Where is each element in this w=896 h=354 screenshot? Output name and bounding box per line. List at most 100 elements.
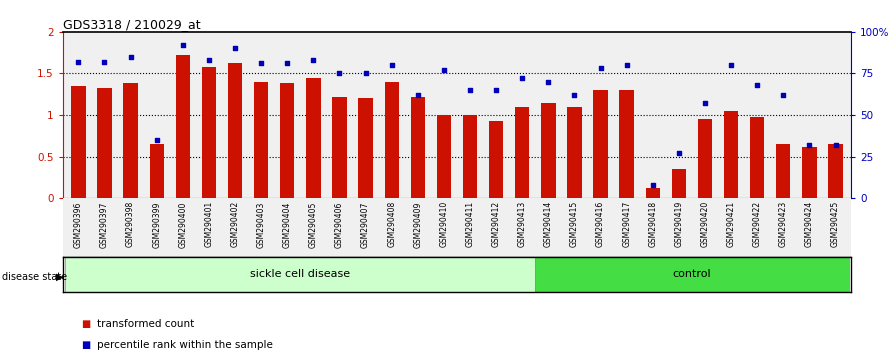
Bar — [724, 111, 738, 198]
Text: GSM290404: GSM290404 — [283, 201, 292, 247]
Point — [672, 150, 686, 156]
Text: GSM290423: GSM290423 — [779, 201, 788, 247]
Bar — [619, 90, 633, 198]
Text: sickle cell disease: sickle cell disease — [250, 269, 350, 279]
Text: control: control — [673, 269, 711, 279]
Bar — [228, 63, 242, 198]
Bar — [306, 78, 321, 198]
Text: GSM290409: GSM290409 — [413, 201, 422, 247]
Point — [829, 142, 843, 148]
Text: ■: ■ — [81, 319, 90, 329]
Bar — [436, 115, 451, 198]
Text: disease state: disease state — [2, 272, 67, 282]
Bar — [829, 144, 843, 198]
Point — [150, 137, 164, 143]
Bar — [124, 84, 138, 198]
Bar — [535, 257, 849, 292]
Bar — [776, 144, 790, 198]
Point — [71, 59, 85, 65]
Text: GSM290415: GSM290415 — [570, 201, 579, 247]
Text: GSM290416: GSM290416 — [596, 201, 605, 247]
Point — [98, 59, 112, 65]
Text: GSM290400: GSM290400 — [178, 201, 187, 247]
Text: percentile rank within the sample: percentile rank within the sample — [97, 340, 272, 350]
Bar — [150, 144, 164, 198]
Text: GSM290419: GSM290419 — [675, 201, 684, 247]
Text: GSM290421: GSM290421 — [727, 201, 736, 247]
Bar — [750, 117, 764, 198]
Bar — [280, 84, 295, 198]
Bar — [410, 97, 425, 198]
Text: GSM290399: GSM290399 — [152, 201, 161, 247]
Text: GSM290412: GSM290412 — [492, 201, 501, 247]
Point — [124, 54, 138, 59]
Bar — [489, 121, 504, 198]
Text: GSM290396: GSM290396 — [73, 201, 83, 247]
Text: GSM290424: GSM290424 — [805, 201, 814, 247]
Point — [254, 61, 268, 66]
Bar — [646, 188, 660, 198]
Text: GSM290408: GSM290408 — [387, 201, 396, 247]
Bar — [384, 82, 399, 198]
Bar — [593, 90, 607, 198]
Point — [646, 182, 660, 188]
Text: GSM290397: GSM290397 — [100, 201, 109, 247]
Text: GSM290411: GSM290411 — [466, 201, 475, 247]
Point — [802, 142, 816, 148]
Text: GSM290401: GSM290401 — [204, 201, 213, 247]
Text: ▶: ▶ — [56, 272, 63, 282]
Point — [593, 65, 607, 71]
Text: GSM290406: GSM290406 — [335, 201, 344, 247]
Text: GSM290402: GSM290402 — [230, 201, 239, 247]
Bar — [332, 97, 347, 198]
Bar — [463, 115, 478, 198]
Text: GSM290398: GSM290398 — [126, 201, 135, 247]
Point — [776, 92, 790, 98]
Text: GDS3318 / 210029_at: GDS3318 / 210029_at — [63, 18, 201, 31]
Point — [228, 46, 242, 51]
Text: GSM290407: GSM290407 — [361, 201, 370, 247]
Text: GSM290417: GSM290417 — [622, 201, 631, 247]
Point — [541, 79, 556, 85]
Point — [489, 87, 504, 93]
Bar — [65, 257, 535, 292]
Point — [410, 92, 425, 98]
Text: GSM290410: GSM290410 — [439, 201, 448, 247]
Point — [306, 57, 321, 63]
Bar — [98, 87, 112, 198]
Bar — [672, 169, 686, 198]
Point — [202, 57, 216, 63]
Bar — [254, 82, 268, 198]
Point — [515, 76, 530, 81]
Text: transformed count: transformed count — [97, 319, 194, 329]
Bar — [515, 107, 530, 198]
Bar — [541, 103, 556, 198]
Bar — [358, 98, 373, 198]
Point — [619, 62, 633, 68]
Point — [750, 82, 764, 88]
Text: GSM290420: GSM290420 — [701, 201, 710, 247]
Text: GSM290418: GSM290418 — [649, 201, 658, 247]
Text: GSM290414: GSM290414 — [544, 201, 553, 247]
Point — [358, 71, 373, 76]
Point — [436, 67, 451, 73]
Bar — [802, 147, 816, 198]
Point — [567, 92, 582, 98]
Text: GSM290413: GSM290413 — [518, 201, 527, 247]
Text: GSM290422: GSM290422 — [753, 201, 762, 247]
Bar — [698, 119, 712, 198]
Bar — [202, 67, 216, 198]
Text: ■: ■ — [81, 340, 90, 350]
Point — [176, 42, 190, 48]
Point — [463, 87, 478, 93]
Point — [332, 71, 347, 76]
Point — [698, 101, 712, 106]
Bar — [176, 55, 190, 198]
Point — [280, 61, 295, 66]
Text: GSM290425: GSM290425 — [831, 201, 840, 247]
Text: GSM290403: GSM290403 — [256, 201, 265, 247]
Point — [384, 62, 399, 68]
Bar — [71, 86, 85, 198]
Bar — [567, 107, 582, 198]
Point — [724, 62, 738, 68]
